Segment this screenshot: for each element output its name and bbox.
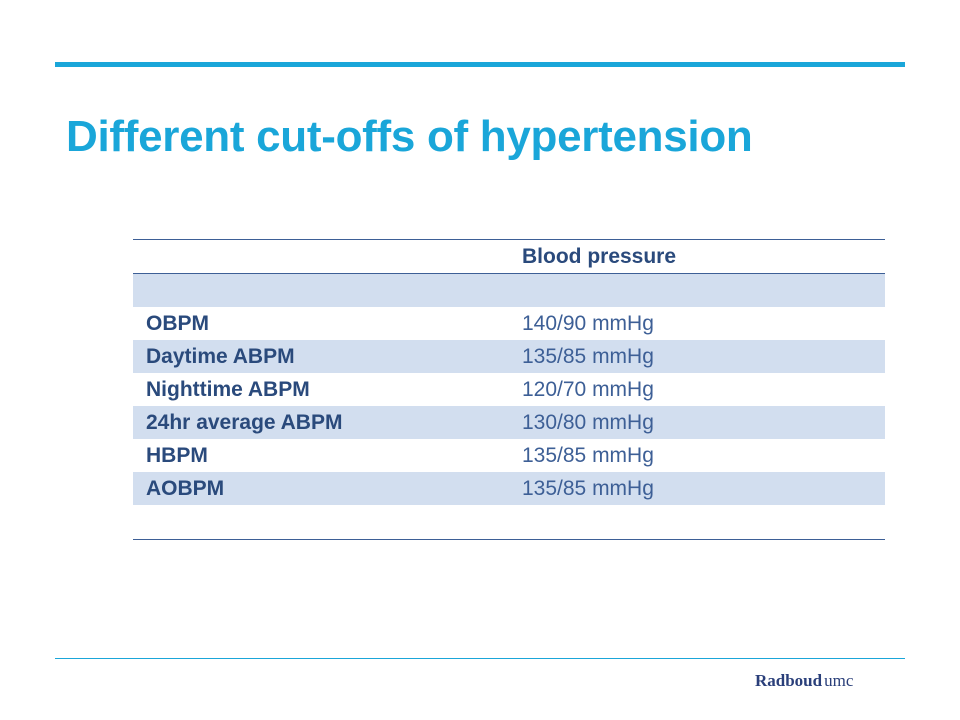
method-label: OBPM <box>146 311 209 335</box>
bp-value: 140/90 mmHg <box>522 311 654 335</box>
table-row: HBPM 135/85 mmHg <box>133 439 885 472</box>
header-method <box>133 240 509 274</box>
method-label: 24hr average ABPM <box>133 406 509 439</box>
bp-value: 135/85 mmHg <box>509 472 885 505</box>
tail-cell <box>133 505 509 540</box>
footer-rule <box>55 658 905 659</box>
method-label: Daytime ABPM <box>133 340 509 373</box>
table-body: OBPM 140/90 mmHg Daytime ABPM 135/85 mmH… <box>133 273 885 540</box>
table-header-row: Blood pressure <box>133 240 885 274</box>
cutoff-table: Blood pressure OBPM 140/90 mmHg Daytime … <box>133 239 885 540</box>
bp-value: 135/85 mmHg <box>522 443 654 467</box>
table-row: Nighttime ABPM 120/70 mmHg <box>133 373 885 406</box>
table-spacer-row <box>133 273 885 307</box>
bp-value: 130/80 mmHg <box>509 406 885 439</box>
tail-cell <box>509 505 885 540</box>
radboudumc-logo: Radboud umc <box>755 671 853 691</box>
cutoff-table-container: Blood pressure OBPM 140/90 mmHg Daytime … <box>133 239 885 540</box>
spacer-cell <box>509 273 885 307</box>
method-label: Nighttime ABPM <box>146 377 310 401</box>
table-row: 24hr average ABPM 130/80 mmHg <box>133 406 885 439</box>
bp-value: 120/70 mmHg <box>522 377 654 401</box>
table-row: Daytime ABPM 135/85 mmHg <box>133 340 885 373</box>
method-label: HBPM <box>146 443 208 467</box>
slide-title: Different cut-offs of hypertension <box>66 112 753 161</box>
table-row: AOBPM 135/85 mmHg <box>133 472 885 505</box>
logo-text-radboud: Radboud <box>755 671 823 690</box>
table-header: Blood pressure <box>133 239 885 274</box>
logo-text-umc: umc <box>824 671 854 690</box>
table-tail-row <box>133 505 885 540</box>
bp-value: 135/85 mmHg <box>509 340 885 373</box>
top-accent-rule <box>55 62 905 67</box>
method-label: AOBPM <box>133 472 509 505</box>
spacer-cell <box>133 273 509 307</box>
table-row: OBPM 140/90 mmHg <box>133 307 885 340</box>
header-blood-pressure: Blood pressure <box>522 244 677 268</box>
